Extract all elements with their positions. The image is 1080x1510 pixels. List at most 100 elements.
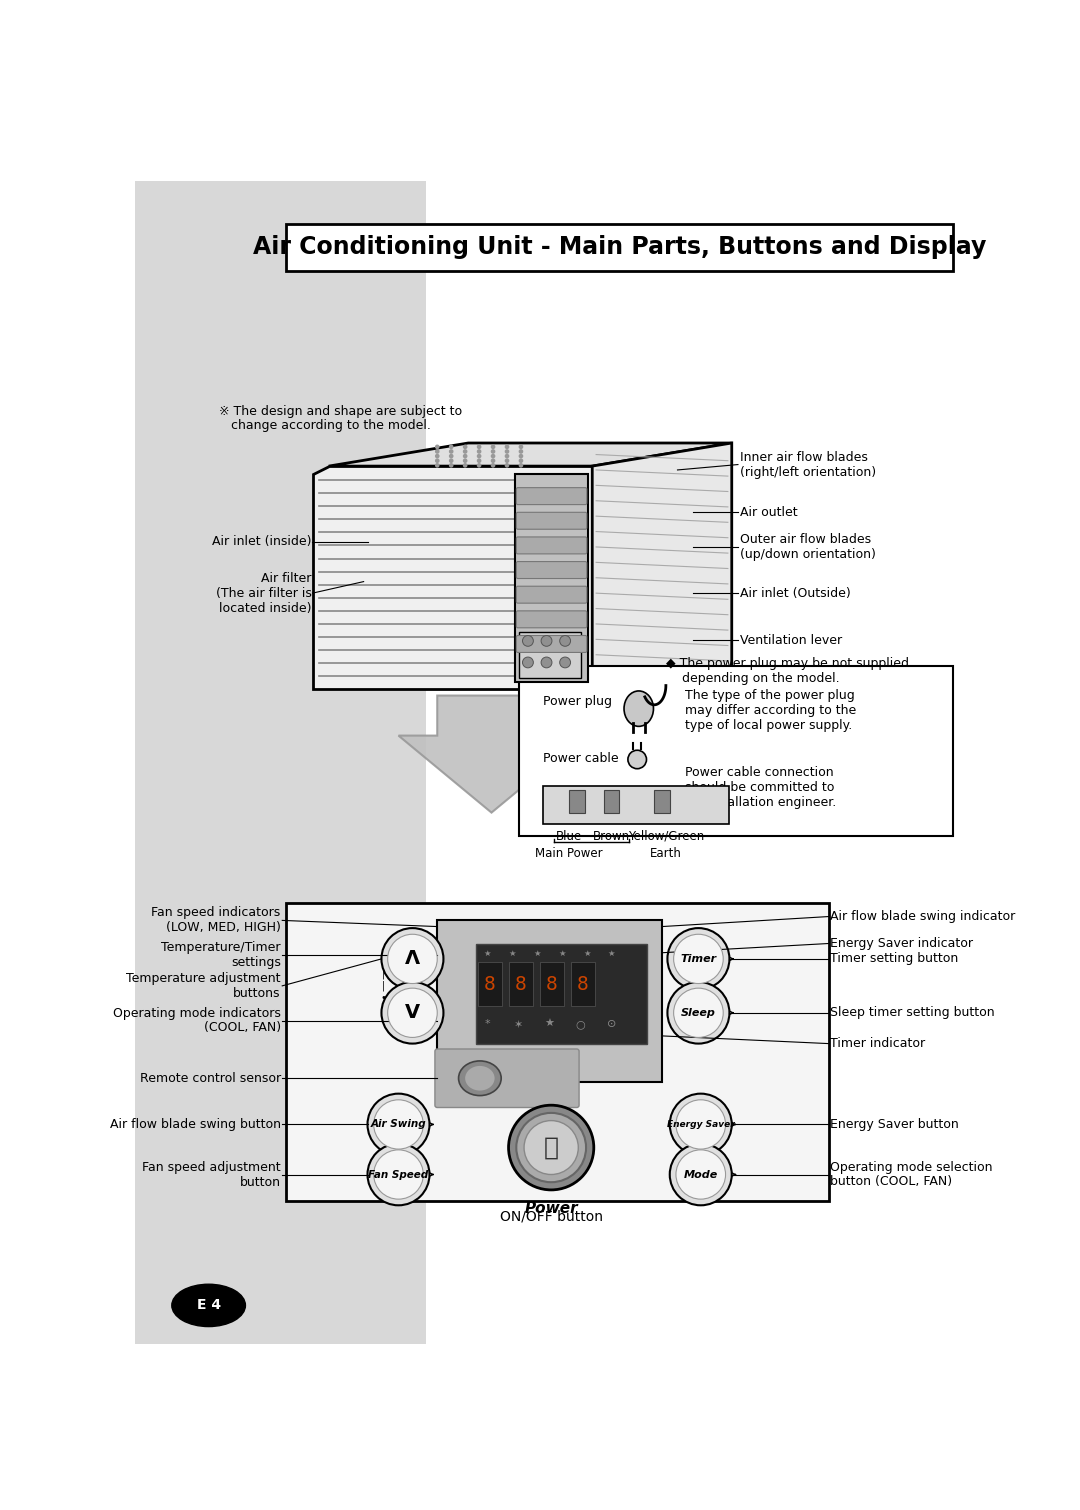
FancyBboxPatch shape: [437, 921, 662, 1083]
Circle shape: [670, 1093, 732, 1155]
Circle shape: [667, 982, 729, 1043]
Circle shape: [476, 455, 482, 459]
Text: Blue: Blue: [556, 829, 582, 843]
Text: Remote control sensor: Remote control sensor: [139, 1072, 281, 1084]
Circle shape: [504, 459, 510, 464]
Text: Power: Power: [525, 1202, 578, 1217]
FancyBboxPatch shape: [515, 474, 589, 681]
Text: Earth: Earth: [650, 847, 681, 861]
Text: Air inlet (Outside): Air inlet (Outside): [740, 587, 850, 599]
Text: ★: ★: [544, 1019, 555, 1030]
Circle shape: [670, 1143, 732, 1205]
Text: Λ: Λ: [405, 950, 420, 968]
Circle shape: [509, 1105, 594, 1190]
Circle shape: [674, 988, 724, 1037]
Text: ★: ★: [608, 948, 616, 957]
Text: E 4: E 4: [197, 1299, 220, 1312]
FancyBboxPatch shape: [570, 962, 595, 1006]
Text: Air Conditioning Unit - Main Parts, Buttons and Display: Air Conditioning Unit - Main Parts, Butt…: [253, 236, 986, 260]
Circle shape: [463, 455, 468, 459]
FancyBboxPatch shape: [569, 790, 584, 812]
Polygon shape: [592, 442, 732, 690]
FancyBboxPatch shape: [516, 612, 586, 628]
Text: Sleep timer setting button: Sleep timer setting button: [831, 1006, 995, 1019]
Text: Timer indicator: Timer indicator: [831, 1037, 926, 1049]
Text: ◆ The power plug may be not supplied
    depending on the model.: ◆ The power plug may be not supplied dep…: [666, 657, 909, 686]
Circle shape: [518, 459, 524, 464]
Circle shape: [449, 464, 454, 468]
Circle shape: [476, 459, 482, 464]
Circle shape: [518, 464, 524, 468]
FancyBboxPatch shape: [286, 903, 828, 1202]
Circle shape: [463, 444, 468, 448]
Circle shape: [381, 929, 444, 989]
FancyBboxPatch shape: [509, 962, 534, 1006]
Text: 8: 8: [546, 975, 558, 994]
Circle shape: [381, 982, 444, 1043]
Text: Yellow/Green: Yellow/Green: [627, 829, 704, 843]
Circle shape: [490, 464, 496, 468]
Text: Air flow blade swing button: Air flow blade swing button: [110, 1117, 281, 1131]
Circle shape: [463, 464, 468, 468]
Circle shape: [559, 636, 570, 646]
Circle shape: [367, 1093, 430, 1155]
Text: Air flow blade swing indicator: Air flow blade swing indicator: [831, 911, 1015, 923]
Text: ⊙: ⊙: [607, 1019, 617, 1030]
Text: Timer: Timer: [680, 954, 716, 963]
Text: 8: 8: [484, 975, 496, 994]
FancyBboxPatch shape: [435, 1049, 579, 1107]
Circle shape: [504, 448, 510, 455]
Text: Outer air flow blades
(up/down orientation): Outer air flow blades (up/down orientati…: [740, 533, 876, 560]
Text: Fan speed indicators
(LOW, MED, HIGH): Fan speed indicators (LOW, MED, HIGH): [151, 906, 281, 935]
Circle shape: [490, 444, 496, 448]
Circle shape: [435, 455, 440, 459]
Circle shape: [374, 1149, 423, 1199]
Circle shape: [435, 444, 440, 448]
FancyBboxPatch shape: [518, 666, 953, 835]
Circle shape: [676, 1149, 726, 1199]
Circle shape: [476, 444, 482, 448]
Text: Air outlet: Air outlet: [740, 506, 797, 519]
FancyBboxPatch shape: [543, 785, 729, 824]
Text: ★: ★: [558, 948, 566, 957]
Text: ✶: ✶: [514, 1019, 524, 1030]
Text: Operating mode selection
button (COOL, FAN): Operating mode selection button (COOL, F…: [831, 1161, 993, 1188]
Circle shape: [524, 1120, 578, 1175]
Circle shape: [476, 464, 482, 468]
Text: Main Power: Main Power: [536, 847, 603, 861]
Circle shape: [541, 657, 552, 667]
Circle shape: [463, 459, 468, 464]
Circle shape: [504, 464, 510, 468]
Text: Mode: Mode: [684, 1170, 718, 1179]
Text: ★: ★: [583, 948, 591, 957]
Ellipse shape: [172, 1284, 245, 1327]
Circle shape: [518, 448, 524, 455]
FancyBboxPatch shape: [516, 586, 586, 602]
Circle shape: [490, 459, 496, 464]
Circle shape: [449, 448, 454, 455]
Circle shape: [504, 455, 510, 459]
Text: The type of the power plug
may differ according to the
type of local power suppl: The type of the power plug may differ ac…: [685, 690, 856, 732]
Circle shape: [676, 1099, 726, 1149]
Circle shape: [490, 455, 496, 459]
Text: Operating mode indicators
(COOL, FAN): Operating mode indicators (COOL, FAN): [112, 1007, 281, 1034]
Circle shape: [490, 448, 496, 455]
Text: Air Swing: Air Swing: [370, 1119, 427, 1129]
Circle shape: [463, 448, 468, 455]
FancyBboxPatch shape: [516, 538, 586, 554]
Text: Fan speed adjustment
button: Fan speed adjustment button: [143, 1161, 281, 1188]
Text: Temperature adjustment
buttons: Temperature adjustment buttons: [126, 972, 281, 1000]
Polygon shape: [313, 467, 592, 690]
Circle shape: [449, 455, 454, 459]
Text: Temperature/Timer
settings: Temperature/Timer settings: [161, 941, 281, 969]
FancyBboxPatch shape: [516, 562, 586, 578]
Circle shape: [435, 459, 440, 464]
Text: Energy Saver button: Energy Saver button: [831, 1117, 959, 1131]
Text: 8: 8: [577, 975, 589, 994]
Text: Inner air flow blades
(right/left orientation): Inner air flow blades (right/left orient…: [740, 450, 876, 479]
Text: ★: ★: [484, 948, 491, 957]
Circle shape: [627, 750, 647, 769]
Text: |
|
•: | | •: [380, 969, 386, 1003]
Text: Ventilation lever: Ventilation lever: [740, 634, 841, 646]
Circle shape: [435, 448, 440, 455]
